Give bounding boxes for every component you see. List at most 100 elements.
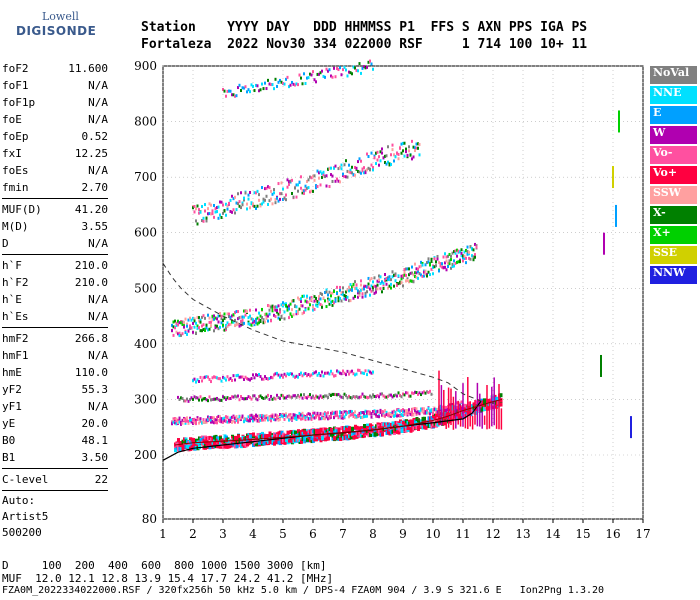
echo-point [394, 272, 397, 276]
echo-point [337, 299, 340, 303]
echo-point [376, 394, 379, 398]
echo-point [412, 145, 415, 149]
echo-point [256, 418, 259, 422]
echo-point [448, 405, 451, 409]
echo-point [271, 376, 274, 380]
echo-point [474, 242, 476, 246]
echo-point [319, 291, 322, 295]
echo-point [418, 391, 421, 395]
echo-point [390, 393, 392, 397]
echo-point [366, 412, 368, 416]
echo-point [304, 308, 307, 312]
echo-point [267, 304, 269, 308]
echo-point [295, 305, 298, 309]
echo-point [177, 438, 180, 443]
echo-point [421, 409, 424, 413]
legend-item: Vo- [650, 146, 697, 164]
echo-point [394, 279, 397, 283]
echo-point [279, 375, 281, 379]
echo-point [408, 280, 410, 284]
echo-point [301, 396, 304, 400]
echo-point [466, 252, 469, 256]
echo-point [322, 296, 325, 300]
echo-point [256, 373, 259, 377]
echo-point [438, 269, 440, 273]
echo-point [246, 90, 248, 94]
legend-item: NNE [650, 86, 697, 104]
echo-point [232, 419, 235, 423]
echo-point [313, 307, 316, 311]
echo-point [256, 414, 259, 418]
echo-point [427, 391, 430, 395]
echo-point [189, 419, 191, 423]
echo-point [400, 409, 403, 413]
echo-point [348, 70, 350, 74]
echo-point [465, 256, 467, 260]
echo-point [460, 400, 463, 404]
echo-point [409, 410, 412, 414]
echo-point [427, 260, 430, 264]
echo-point [175, 417, 178, 421]
echo-point [214, 324, 217, 328]
echo-point [426, 411, 428, 415]
echo-point [306, 76, 308, 80]
echo-point [216, 324, 218, 328]
legend-item: SSW [650, 186, 697, 204]
echo-point [391, 275, 394, 279]
echo-point [298, 298, 301, 302]
echo-point [370, 151, 373, 155]
echo-point [226, 396, 229, 400]
echo-point [234, 324, 236, 328]
echo-point [417, 146, 419, 150]
echo-point [247, 415, 250, 419]
echo-point [231, 314, 233, 318]
echo-point [291, 191, 293, 195]
echo-point [247, 316, 250, 320]
echo-point [232, 320, 235, 324]
echo-point [351, 429, 354, 434]
echo-point [385, 282, 388, 286]
echo-point [268, 433, 272, 438]
echo-point [342, 369, 344, 373]
echo-point [258, 395, 260, 399]
echo-point [318, 396, 320, 400]
echo-point [205, 219, 208, 223]
echo-point [259, 394, 262, 398]
echo-point [202, 327, 205, 331]
echo-point [334, 374, 337, 378]
echo-point [181, 421, 184, 425]
echo-point [193, 317, 196, 321]
echo-point [247, 419, 250, 423]
echo-point [304, 416, 307, 420]
echo-point [415, 407, 418, 411]
param-row: h`F 210.0 [2, 257, 108, 274]
echo-point [321, 370, 323, 374]
echo-point [330, 414, 332, 418]
echo-point [300, 304, 302, 308]
echo-point [420, 273, 422, 277]
echo-point [423, 270, 425, 274]
echo-point [238, 415, 241, 419]
echo-point [372, 393, 374, 397]
echo-point [376, 279, 379, 283]
echo-point [354, 414, 356, 418]
echo-point [402, 414, 404, 418]
echo-point [193, 204, 196, 208]
echo-point [174, 319, 176, 323]
echo-point [228, 201, 230, 205]
echo-point [204, 397, 206, 401]
echo-point [447, 254, 449, 258]
echo-point [342, 413, 344, 417]
echo-point [237, 394, 239, 398]
echo-point [319, 71, 322, 75]
echo-point [342, 68, 344, 72]
echo-point [222, 420, 224, 424]
echo-point [357, 69, 359, 73]
echo-point [205, 326, 208, 330]
param-value: N/A [88, 310, 108, 323]
echo-point [241, 375, 244, 379]
echo-point [349, 413, 352, 417]
echo-point [367, 276, 370, 280]
echo-point [430, 409, 433, 413]
echo-point [417, 270, 419, 274]
